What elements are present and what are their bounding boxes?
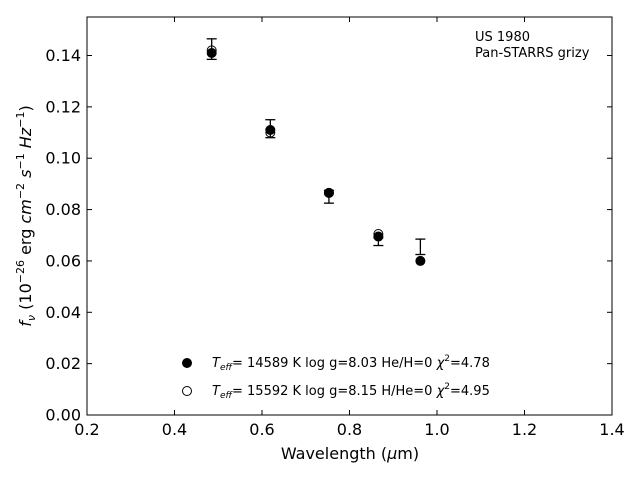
model-point-filled <box>206 47 217 58</box>
x-tick-label: 0.2 <box>74 420 99 439</box>
model-point-open <box>373 228 384 239</box>
axis-ticks: 0.2 0.4 0.6 0.8 1.0 1.2 1.4 0.00 0.02 0.04 0.06 0.0… <box>45 17 625 439</box>
model-point-filled <box>265 124 276 135</box>
x-tick-label: 1.4 <box>599 420 624 439</box>
y-tick-label: 0.02 <box>45 354 81 373</box>
y-tick-label: 0.06 <box>45 251 81 270</box>
legend-marker-open <box>182 386 192 396</box>
y-tick-label: 0.00 <box>45 406 81 425</box>
data-points <box>206 45 426 266</box>
model-point-open <box>206 45 217 56</box>
y-axis-label: fν (10−26 erg cm−2 s−1 Hz−1) <box>14 105 38 326</box>
model-point-open <box>323 187 334 198</box>
x-tick-label: 0.6 <box>249 420 274 439</box>
model-point-filled <box>373 231 384 242</box>
annotation-survey: Pan-STARRS grizy <box>475 46 590 61</box>
model-point-filled <box>415 255 426 266</box>
y-tick-label: 0.12 <box>45 97 81 116</box>
x-tick-label: 0.4 <box>162 420 187 439</box>
legend-label-1: Teff= 14589 K log g=8.03 He/H=0 χ2=4.78 <box>212 354 490 373</box>
y-tick-label: 0.04 <box>45 303 81 322</box>
y-tick-label: 0.08 <box>45 200 81 219</box>
legend-marker-filled <box>182 358 192 368</box>
x-axis-label: Wavelength (μm) <box>281 444 419 463</box>
y-tick-label: 0.10 <box>45 149 81 168</box>
x-tick-label: 1.2 <box>512 420 537 439</box>
legend-label-2: Teff= 15592 K log g=8.15 H/He=0 χ2=4.95 <box>212 382 490 401</box>
model-point-open <box>265 127 276 138</box>
error-bars <box>206 38 426 256</box>
x-tick-label: 1.0 <box>424 420 449 439</box>
legend: Teff= 14589 K log g=8.03 He/H=0 χ2=4.78 … <box>182 354 490 401</box>
annotation-object: US 1980 <box>475 30 530 45</box>
x-tick-label: 0.8 <box>337 420 362 439</box>
y-tick-label: 0.14 <box>45 46 81 65</box>
